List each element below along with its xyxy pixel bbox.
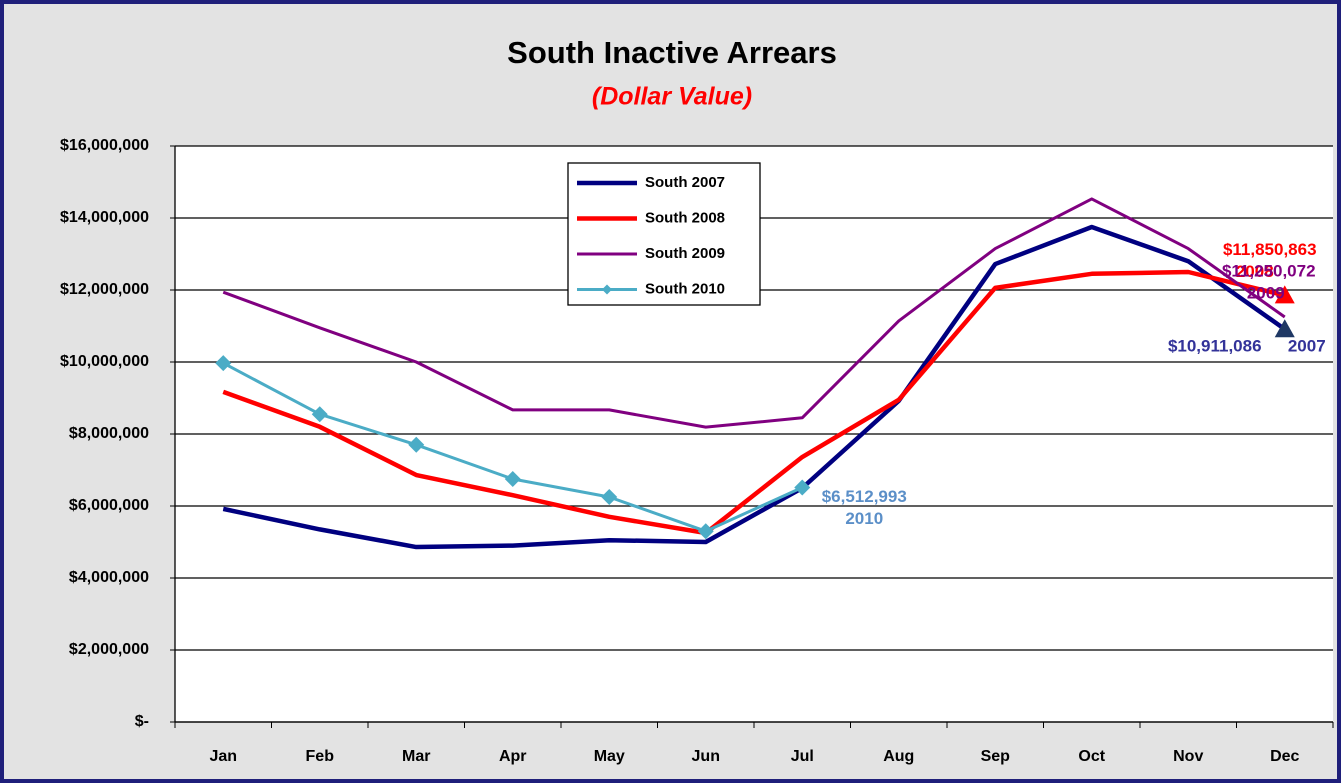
data-point (601, 489, 618, 505)
x-tick-label: Jul (791, 748, 814, 765)
x-tick-label: May (594, 748, 625, 765)
y-tick-label: $6,000,000 (69, 497, 149, 514)
data-point (215, 355, 232, 372)
legend-label: South 2010 (645, 280, 725, 297)
legend-label: South 2008 (645, 209, 725, 226)
data-label-year: 2007 (1288, 337, 1326, 356)
y-tick-label: $10,000,000 (60, 353, 149, 370)
series-line (222, 197, 1286, 429)
x-tick-label: Mar (402, 748, 430, 765)
series-line (222, 224, 1287, 550)
legend-box (567, 162, 761, 306)
x-tick-label: Oct (1078, 748, 1105, 765)
chart-title: South Inactive Arrears (507, 35, 837, 70)
x-tick-label: Feb (306, 748, 335, 765)
data-label-year: 2010 (845, 509, 883, 528)
y-tick-label: $- (135, 713, 149, 730)
x-tick-label: Aug (883, 748, 914, 765)
data-label-year: 2009 (1247, 283, 1285, 302)
x-tick-label: Jan (209, 748, 237, 765)
data-label-year: 2008 (1236, 262, 1274, 281)
y-tick-label: $12,000,000 (60, 281, 149, 298)
end-marker (1274, 285, 1295, 304)
y-tick-label: $16,000,000 (60, 137, 149, 154)
data-point (794, 479, 811, 496)
x-tick-label: Apr (499, 748, 527, 765)
y-tick-label: $8,000,000 (69, 425, 149, 442)
x-tick-label: Dec (1270, 748, 1299, 765)
y-tick-label: $14,000,000 (60, 209, 149, 226)
y-tick-label: $2,000,000 (69, 641, 149, 658)
data-label: $11,250,072 (1222, 261, 1316, 280)
data-point (311, 406, 328, 423)
end-marker (1274, 319, 1295, 338)
x-tick-label: Jun (692, 748, 720, 765)
data-label: $11,850,863 (1223, 240, 1317, 259)
data-label: $10,911,086 (1168, 337, 1262, 356)
x-tick-label: Sep (981, 748, 1011, 765)
data-point (408, 436, 425, 453)
x-tick-label: Nov (1173, 748, 1203, 765)
chart-subtitle: (Dollar Value) (592, 83, 752, 111)
data-point (504, 471, 521, 487)
y-tick-label: $4,000,000 (69, 569, 149, 586)
legend-label: South 2009 (645, 245, 725, 262)
data-label: $6,512,993 (822, 487, 907, 506)
legend-label: South 2007 (645, 174, 725, 191)
series-line (222, 269, 1286, 536)
data-point (697, 523, 714, 540)
legend-marker (602, 284, 612, 295)
